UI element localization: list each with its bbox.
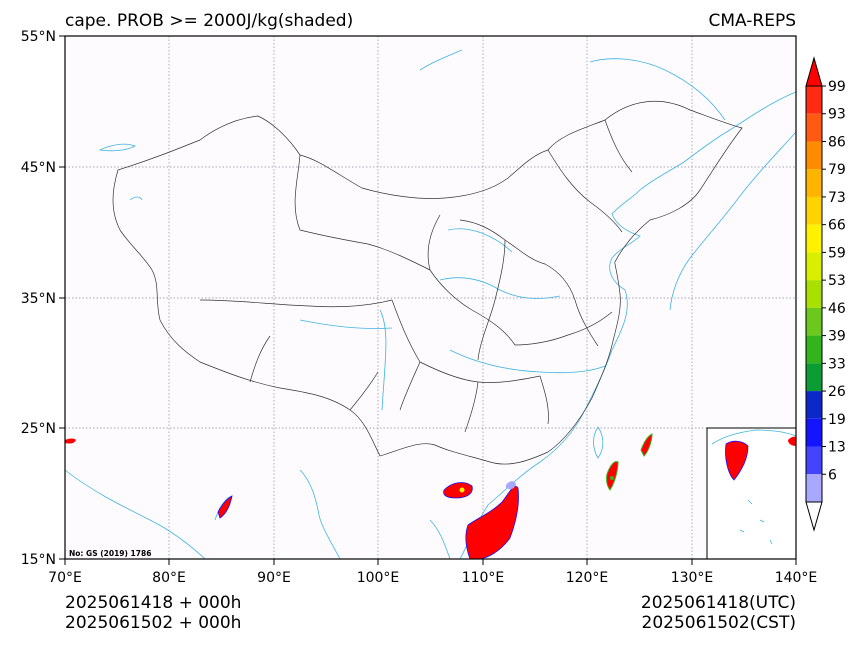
colorbar-segment	[806, 224, 822, 253]
map-approval-note: No: GS (2019) 1786	[69, 549, 151, 558]
colorbar-label: 26	[828, 384, 846, 400]
colorbar-label: 33	[828, 356, 846, 372]
colorbar-label: 73	[828, 190, 846, 206]
colorbar-label: 66	[828, 218, 846, 234]
lon-tick-label: 130°E	[671, 570, 714, 586]
colorbar-label: 99	[828, 79, 846, 95]
colorbar-segment	[806, 196, 822, 225]
colorbar-label: 79	[828, 162, 846, 178]
forecast-time-left: 2025061418 + 000h 2025061502 + 000h	[65, 593, 241, 633]
colorbar: 99 93 86 79 73 66 59 53 46 39 33 26 19 13 6	[805, 56, 846, 532]
lon-tick-label: 70°E	[48, 570, 82, 586]
colorbar-label: 93	[828, 107, 846, 123]
colorbar-segment	[806, 252, 822, 281]
valid-time-cst: 2025061502(CST)	[641, 613, 796, 633]
colorbar-label: 13	[828, 440, 846, 456]
colorbar-label: 59	[828, 245, 846, 261]
inset-map	[706, 427, 797, 560]
lon-tick-label: 140°E	[775, 570, 818, 586]
forecast-time-right: 2025061418(UTC) 2025061502(CST)	[641, 593, 796, 633]
colorbar-segment	[806, 113, 822, 142]
lat-tick-label: 35°N	[21, 291, 56, 307]
colorbar-label: 19	[828, 412, 846, 428]
lat-tick-label: 45°N	[21, 160, 56, 176]
map-area: No: GS (2019) 1786	[64, 35, 797, 560]
lon-tick-label: 100°E	[357, 570, 400, 586]
colorbar-segment	[806, 86, 822, 114]
colorbar-segment	[806, 474, 822, 502]
colorbar-frame	[805, 85, 823, 503]
init-time-cst-line: 2025061502 + 000h	[65, 613, 242, 633]
init-time-utc-line: 2025061418 + 000h	[65, 593, 242, 613]
graticule	[65, 36, 796, 559]
lat-tick-label: 15°N	[21, 552, 56, 568]
lat-tick-label: 55°N	[21, 29, 56, 45]
colorbar-under-arrow	[805, 501, 823, 532]
colorbar-segment	[806, 418, 822, 447]
probability-shading	[65, 433, 653, 560]
lon-tick-label: 110°E	[462, 570, 505, 586]
model-name: CMA-REPS	[708, 11, 796, 31]
colorbar-segment	[806, 280, 822, 308]
borders	[112, 100, 743, 465]
lon-labels: 70°E 80°E 90°E 100°E 110°E 120°E 130°E 1…	[48, 570, 817, 586]
colorbar-over-arrow	[805, 56, 823, 87]
colorbar-segment	[806, 363, 822, 392]
lon-tick-label: 120°E	[566, 570, 609, 586]
colorbar-label: 39	[828, 329, 846, 345]
colorbar-segment	[806, 141, 822, 170]
colorbar-label: 53	[828, 273, 846, 289]
colorbar-segment	[806, 391, 822, 419]
map-title: cape. PROB >= 2000J/kg(shaded)	[65, 11, 353, 31]
colorbar-segment	[806, 169, 822, 197]
coastlines	[64, 49, 797, 560]
valid-time-utc: 2025061418(UTC)	[640, 593, 796, 613]
colorbar-segment	[806, 446, 822, 475]
axis-ticks	[59, 35, 797, 565]
colorbar-segment	[806, 335, 822, 364]
colorbar-segment	[806, 307, 822, 336]
lon-tick-label: 90°E	[257, 570, 291, 586]
colorbar-label: 6	[828, 467, 837, 483]
lat-labels: 55°N 45°N 35°N 25°N 15°N	[21, 29, 56, 568]
lat-tick-label: 25°N	[21, 421, 56, 437]
colorbar-label: 86	[828, 134, 846, 150]
lon-tick-label: 80°E	[152, 570, 186, 586]
colorbar-label: 46	[828, 301, 846, 317]
